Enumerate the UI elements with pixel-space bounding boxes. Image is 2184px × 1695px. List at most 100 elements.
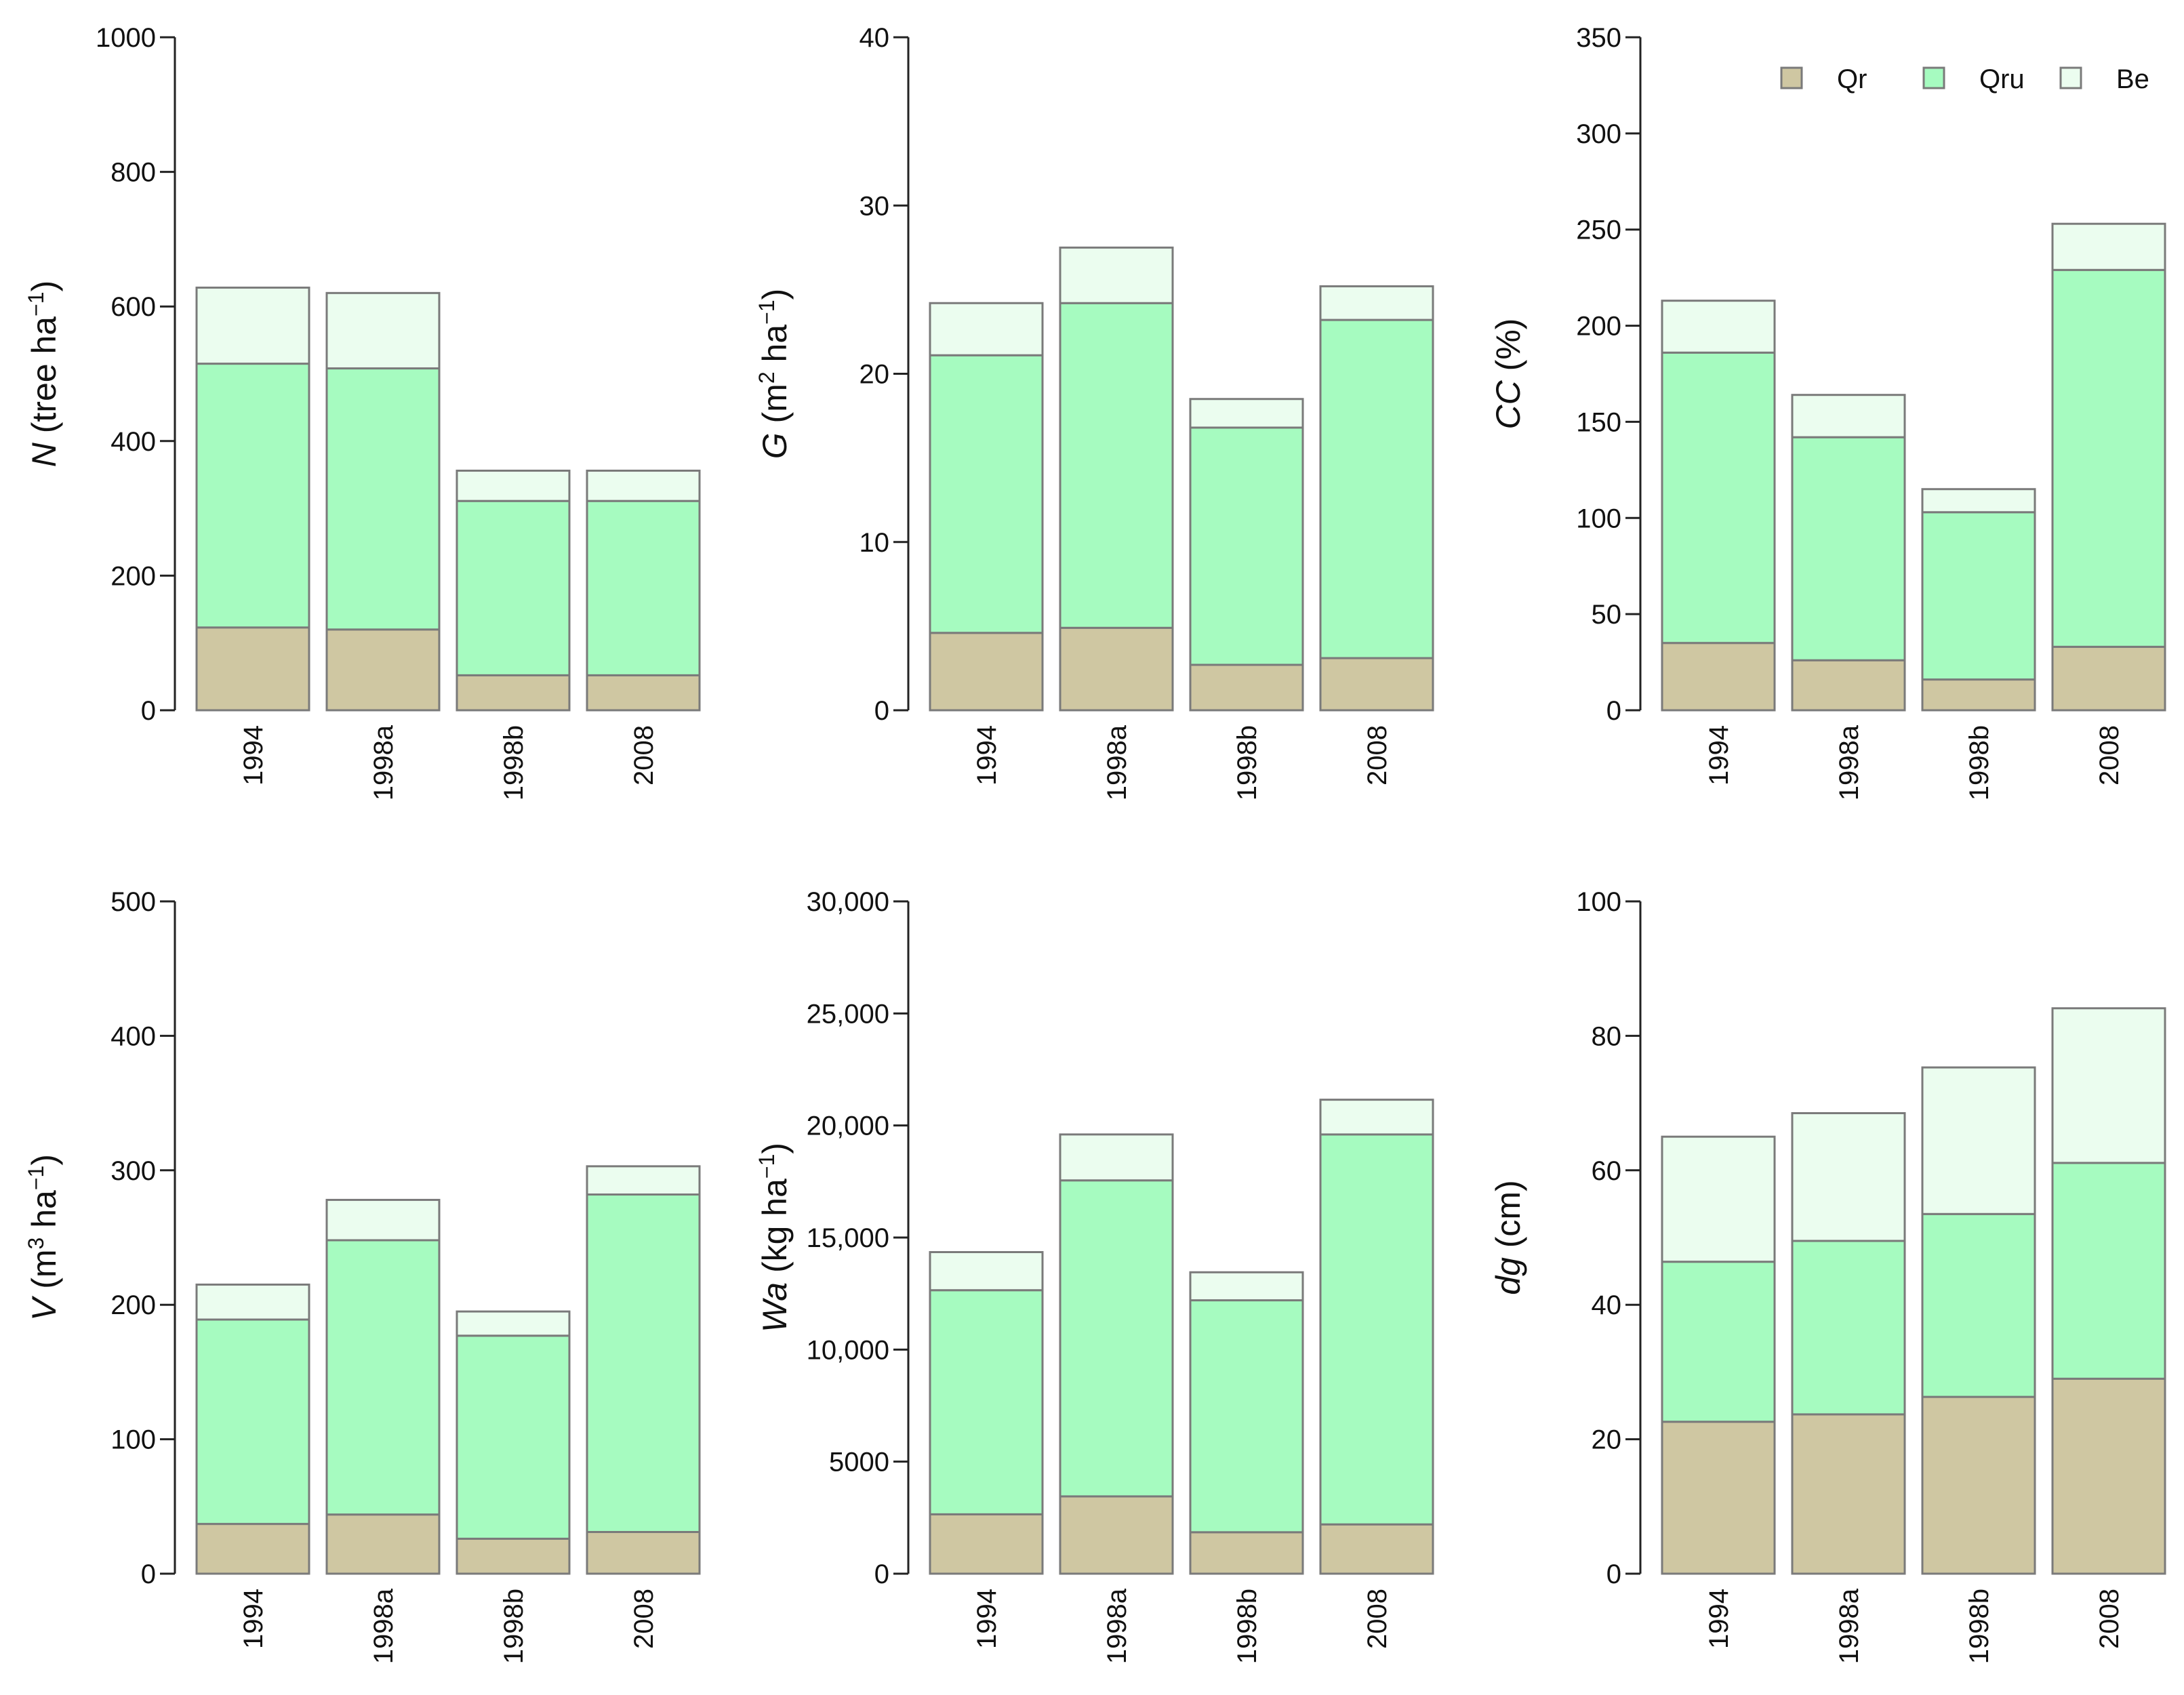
bar-V-1994-Be	[195, 1283, 310, 1321]
panel-G: 1994 1998a 1998b 2008 0 10 20 30 40 G (m2 ha−1)	[754, 23, 1434, 800]
y-tick-label-dg: 80	[1592, 1021, 1622, 1051]
legend-label-Qru: Qru	[1979, 64, 2025, 94]
bar-V-1998b-Qru	[456, 1334, 571, 1540]
y-tick-label-CC: 200	[1576, 312, 1621, 342]
legend-label-Qr: Qr	[1837, 64, 1867, 94]
y-tick-label-dg: 0	[1606, 1559, 1621, 1589]
x-tick-label-N-1994: 1994	[239, 725, 268, 785]
y-tick-label-Wa: 0	[874, 1559, 889, 1589]
bar-dg-2008-Qru	[2051, 1162, 2166, 1380]
bar-dg-1998a-Qr	[1791, 1413, 1906, 1575]
bar-V-1994-Qr	[195, 1523, 310, 1575]
x-tick-label-Wa-1998b: 1998b	[1232, 1589, 1262, 1664]
bar-dg-1998a-Qru	[1791, 1240, 1906, 1416]
x-tick-label-G-1998a: 1998a	[1102, 724, 1132, 800]
y-axis-title-Wa: Wa (kg ha−1)	[754, 1143, 794, 1332]
y-tick-label-Wa: 20,000	[807, 1111, 889, 1141]
x-tick-label-CC-2008: 2008	[2095, 725, 2124, 785]
y-tick-label-CC: 150	[1576, 407, 1621, 437]
x-tick-label-N-2008: 2008	[629, 725, 659, 785]
x-tick-label-Wa-2008: 2008	[1362, 1589, 1392, 1649]
y-tick-label-dg: 60	[1592, 1156, 1622, 1186]
y-tick-label-V: 500	[110, 887, 156, 917]
bar-G-1994-Qr	[929, 632, 1044, 712]
bar-G-1998a-Qru	[1059, 302, 1174, 629]
bar-G-1998b-Qru	[1189, 426, 1304, 666]
legend-label-Be: Be	[2116, 64, 2149, 94]
legend-swatch-Qr	[1780, 66, 1803, 89]
y-axis-title-dg: dg (cm)	[1489, 1180, 1527, 1294]
y-tick-label-N: 400	[110, 427, 156, 457]
y-tick-label-G: 0	[874, 696, 889, 726]
y-axis-title-CC: CC (%)	[1489, 319, 1527, 430]
bar-dg-1994-Qr	[1661, 1421, 1776, 1575]
bar-dg-1998b-Be	[1921, 1066, 2036, 1215]
bar-V-1998a-Qru	[325, 1239, 441, 1516]
y-tick-label-N: 200	[110, 561, 156, 591]
bar-CC-1998a-Qru	[1791, 436, 1906, 661]
bar-N-1994-Qru	[195, 363, 310, 629]
x-tick-label-CC-1998a: 1998a	[1834, 724, 1864, 800]
y-tick-label-dg: 40	[1592, 1290, 1622, 1320]
y-tick-label-CC: 0	[1606, 696, 1621, 726]
y-axis-title-V: V (m3 ha−1)	[24, 1154, 63, 1321]
bar-V-1998b-Qr	[456, 1537, 571, 1575]
x-tick-label-dg-2008: 2008	[2095, 1589, 2124, 1649]
bar-G-1998b-Be	[1189, 398, 1304, 429]
bar-V-1998b-Be	[456, 1310, 571, 1337]
y-tick-label-G: 10	[860, 528, 890, 558]
y-tick-label-Wa: 15,000	[807, 1223, 889, 1253]
bar-Wa-2008-Qr	[1319, 1523, 1434, 1575]
bar-CC-2008-Qr	[2051, 645, 2166, 712]
x-tick-label-V-2008: 2008	[629, 1589, 659, 1649]
x-tick-label-dg-1998a: 1998a	[1834, 1588, 1864, 1664]
bar-G-1998b-Qr	[1189, 663, 1304, 712]
x-tick-label-dg-1998b: 1998b	[1964, 1589, 1994, 1664]
bar-N-1998b-Qru	[456, 499, 571, 676]
bar-G-1994-Be	[929, 302, 1044, 356]
x-tick-label-Wa-1994: 1994	[972, 1589, 1002, 1649]
bar-dg-2008-Be	[2051, 1007, 2166, 1164]
panel-CC: 1994 1998a 1998b 2008 0 50 100 150 200 250 300 350 C…	[1489, 23, 2166, 800]
x-tick-label-Wa-1998a: 1998a	[1102, 1588, 1132, 1664]
bar-N-1998a-Qru	[325, 367, 441, 631]
bar-N-1998b-Be	[456, 469, 571, 502]
bar-CC-1994-Qru	[1661, 351, 1776, 645]
legend-swatch-Be	[2059, 66, 2082, 89]
y-tick-label-G: 40	[860, 23, 890, 53]
y-tick-label-Wa: 25,000	[807, 999, 889, 1029]
y-axis-title-G: G (m2 ha−1)	[754, 289, 794, 460]
bar-V-2008-Qru	[586, 1193, 701, 1533]
panel-V: 1994 1998a 1998b 2008 0 100 200 300 400 500 V (m3 …	[24, 887, 701, 1664]
bar-G-1998a-Be	[1059, 246, 1174, 304]
bar-CC-1998b-Qr	[1921, 678, 2036, 712]
bar-G-1998a-Qr	[1059, 626, 1174, 712]
y-tick-label-dg: 20	[1592, 1425, 1622, 1455]
bar-Wa-1998a-Qru	[1059, 1179, 1174, 1498]
x-tick-label-N-1998b: 1998b	[499, 725, 529, 800]
bar-dg-1998a-Be	[1791, 1111, 1906, 1242]
bar-N-2008-Be	[586, 469, 701, 502]
bar-V-1994-Qru	[195, 1318, 310, 1526]
y-tick-label-V: 0	[141, 1559, 156, 1589]
x-tick-label-N-1998a: 1998a	[369, 724, 399, 800]
panel-N: 1994 1998a 1998b 2008 0 200 400 600 800 1000 N (tr…	[24, 23, 701, 800]
bar-Wa-1994-Qru	[929, 1289, 1044, 1515]
bar-N-1998a-Qr	[325, 628, 441, 712]
y-tick-label-CC: 50	[1592, 600, 1622, 630]
bar-V-1998a-Qr	[325, 1513, 441, 1575]
x-tick-label-V-1998b: 1998b	[499, 1589, 529, 1664]
bar-N-2008-Qru	[586, 499, 701, 676]
y-tick-label-V: 200	[110, 1290, 156, 1320]
y-tick-label-V: 300	[110, 1156, 156, 1186]
panel-Wa: 1994 1998a 1998b 2008 0 5000 10,000 15,000 20,00…	[754, 887, 1434, 1664]
y-tick-label-Wa: 5000	[829, 1448, 889, 1477]
x-tick-label-V-1994: 1994	[239, 1589, 268, 1649]
y-tick-label-N: 600	[110, 292, 156, 322]
x-tick-label-G-2008: 2008	[1362, 725, 1392, 785]
bar-Wa-1998a-Qr	[1059, 1495, 1174, 1575]
bar-CC-1998a-Be	[1791, 394, 1906, 438]
bar-CC-1994-Be	[1661, 300, 1776, 354]
bar-dg-1994-Be	[1661, 1135, 1776, 1263]
